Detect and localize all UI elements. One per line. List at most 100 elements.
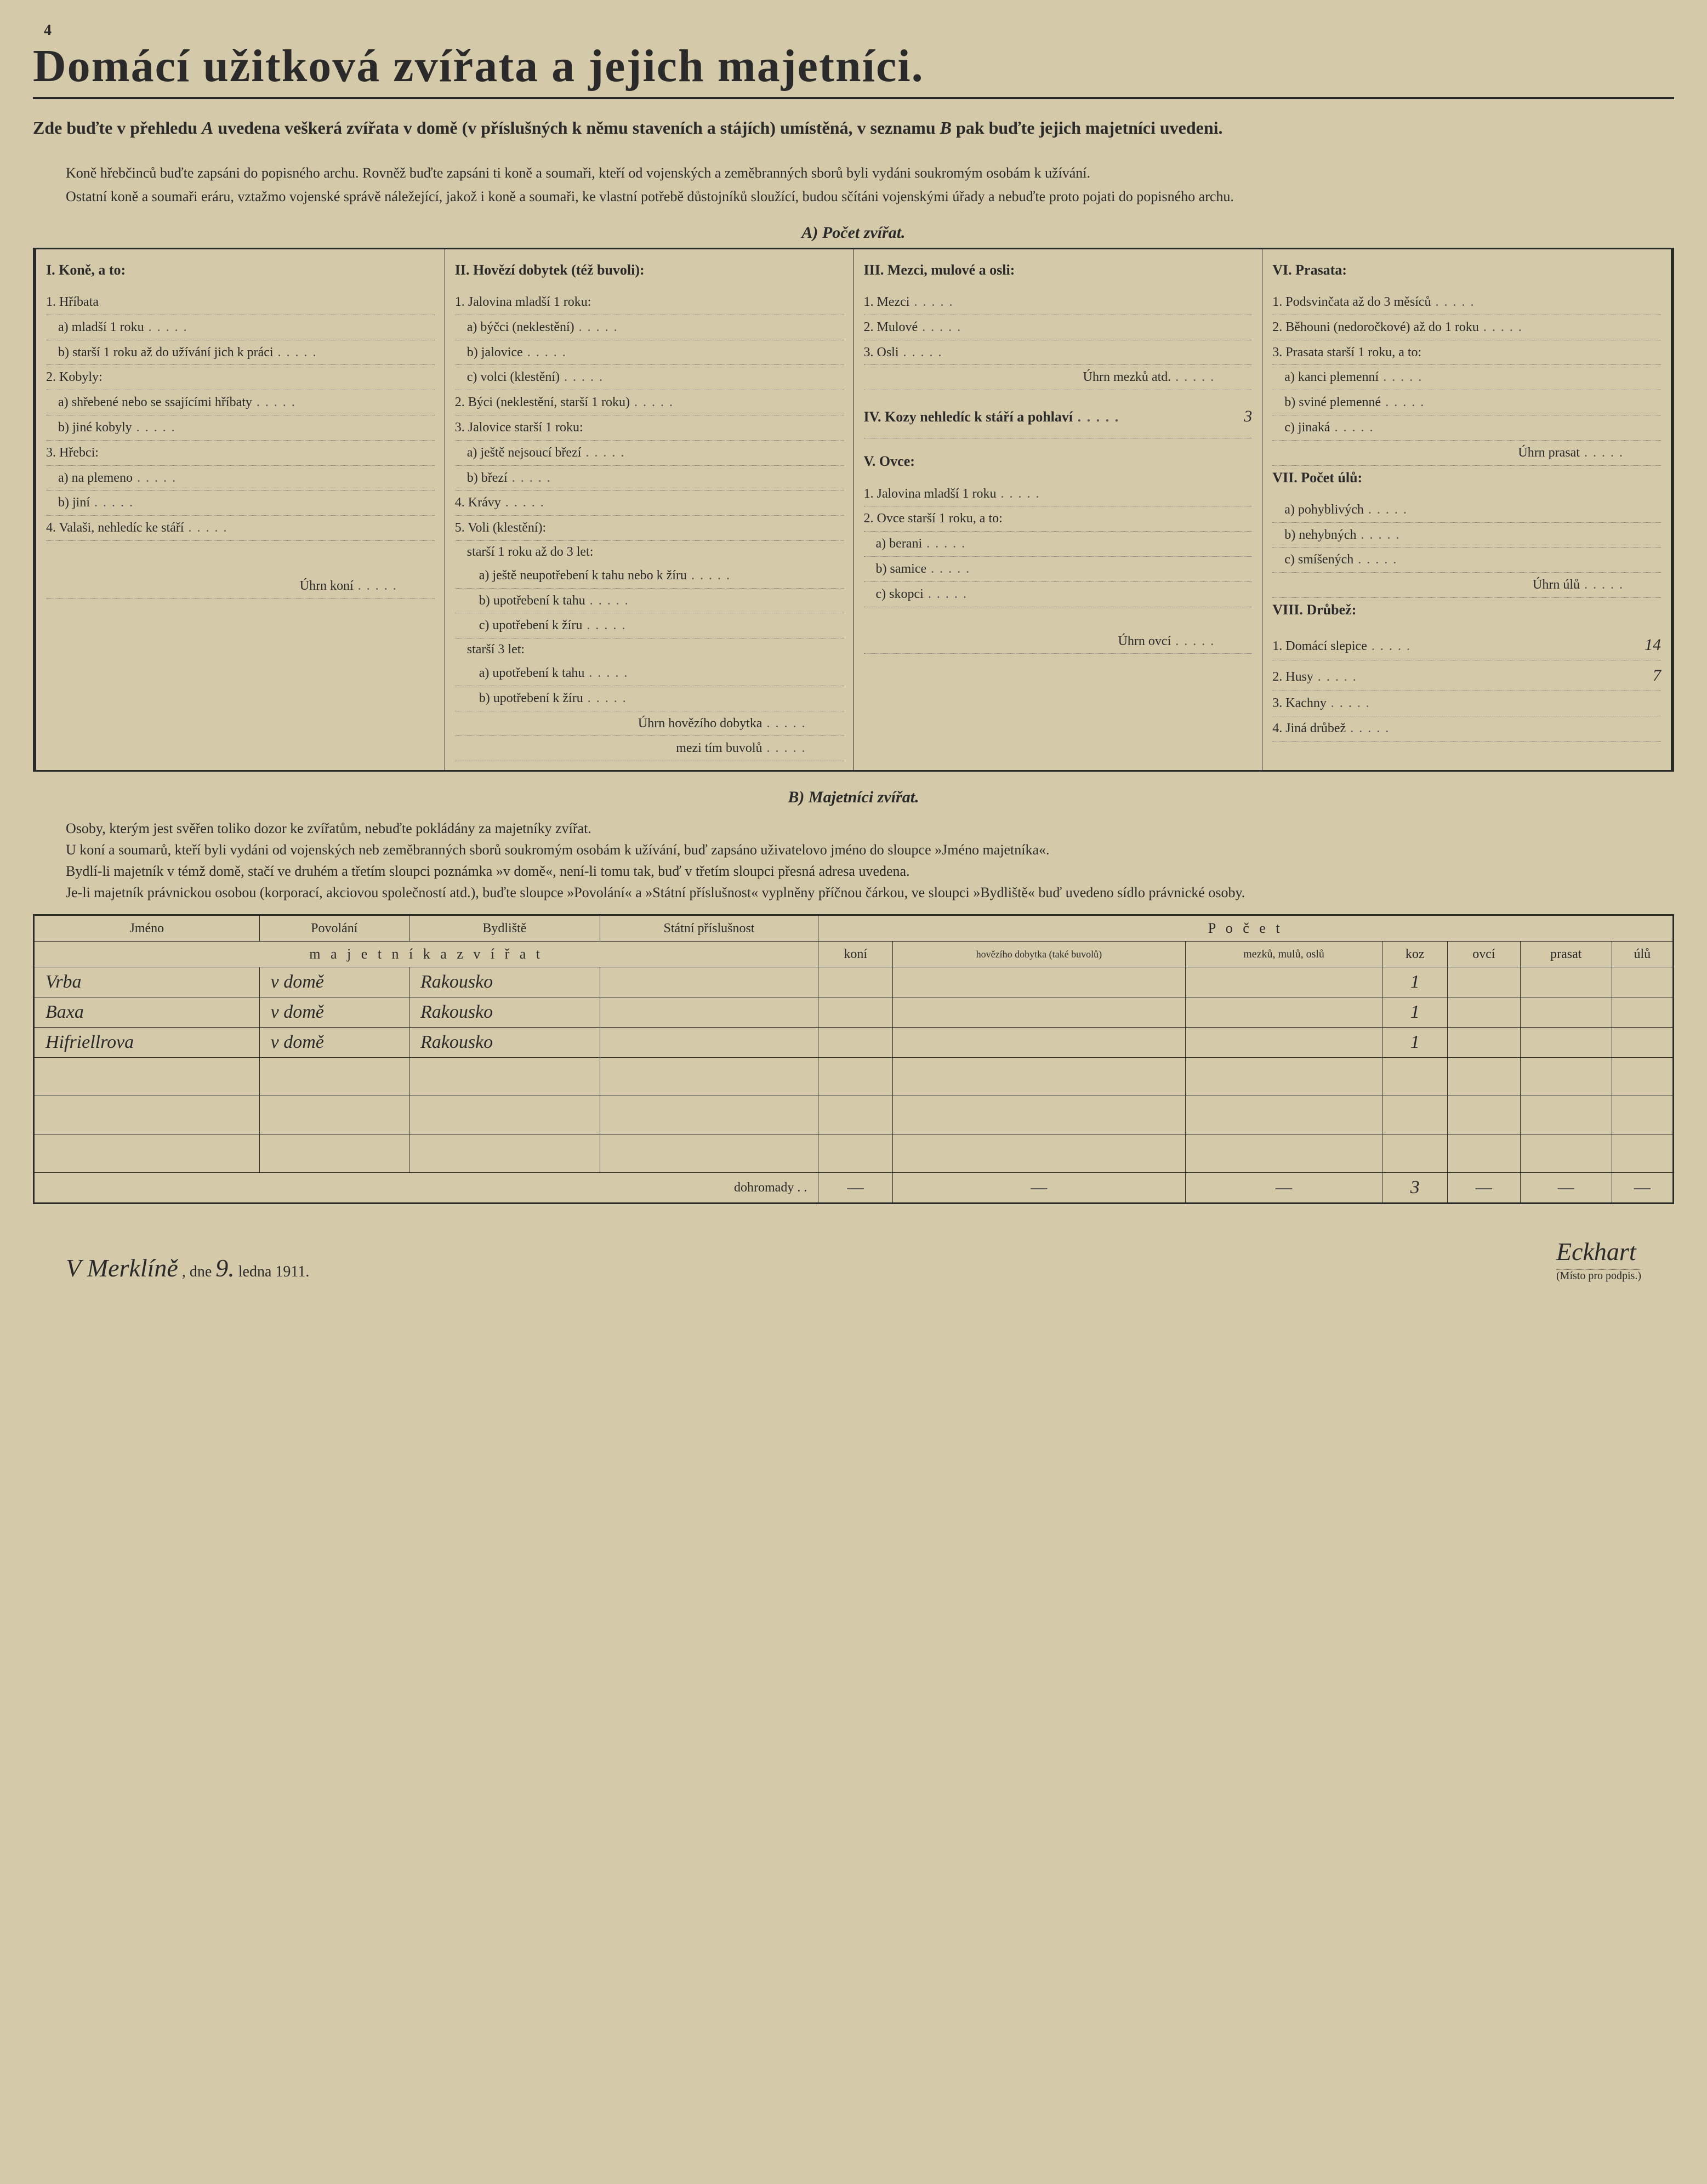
- tb-c-hov: hovězího dobytka (také buvolů): [893, 942, 1186, 967]
- tb-s-ulu: —: [1612, 1173, 1673, 1204]
- c4-vi2: 2. Běhouni (nedoročkové) až do 1 roku: [1272, 316, 1624, 339]
- intro-p1: Koně hřebčinců buďte zapsáni do popisnéh…: [33, 162, 1674, 184]
- c2-i5b: b) upotřebení k tahu: [479, 590, 806, 612]
- col3-header3: III. Mezci, mulové a osli:: [864, 258, 1253, 282]
- footer: V Merklíně , dne 9. ledna 1911. Eckhart …: [33, 1237, 1674, 1282]
- tb-c-prasat: prasat: [1520, 942, 1612, 967]
- c3-i2: 2. Mulové: [864, 316, 1215, 339]
- c4-vi3a: a) kanci plemenní: [1284, 366, 1624, 389]
- c1-i1: 1. Hříbata: [46, 291, 435, 313]
- tb-h-jmeno: Jméno: [34, 915, 260, 942]
- c4-sumVI: Úhrn prasat: [1272, 442, 1624, 464]
- c4-vii-a: a) pohyblivých: [1284, 499, 1624, 521]
- c1-i3a: a) na plemeno: [58, 467, 397, 489]
- c4-viii2v: 7: [1628, 662, 1661, 689]
- tb-r2-jmeno: Hifriellrova: [34, 1028, 260, 1058]
- table-b: Jméno Povolání Bydliště Státní příslušno…: [33, 914, 1674, 1204]
- col2-header: II. Hovězí dobytek (též buvoli):: [455, 258, 844, 282]
- tb-h-povolani: Povolání: [259, 915, 409, 942]
- tb-h-sub: m a j e t n í k a z v í ř a t: [34, 942, 818, 967]
- c2-i5c: c) upotřebení k žíru: [479, 614, 806, 637]
- c1-i3: 3. Hřebci:: [46, 442, 435, 464]
- subtitle-part-b: uvedena veškerá zvířata v domě (v příslu…: [218, 118, 940, 138]
- tb-dohromady: dohromady . .: [34, 1173, 818, 1204]
- c2-i1a: a) býčci (neklestění): [467, 316, 806, 339]
- footer-left: V Merklíně , dne 9. ledna 1911.: [66, 1253, 309, 1282]
- c4-viii4: 4. Jiná drůbež: [1272, 717, 1624, 740]
- col-2: II. Hovězí dobytek (též buvoli): 1. Jalo…: [445, 249, 854, 770]
- sb-p1: Osoby, kterým jest svěřen toliko dozor k…: [33, 818, 1674, 839]
- table-a: I. Koně, a to: 1. Hříbata a) mladší 1 ro…: [33, 248, 1674, 772]
- c2-i2: 2. Býci (neklestění, starší 1 roku): [455, 391, 806, 414]
- c1-i3b: b) jiní: [58, 492, 397, 514]
- col-1: I. Koně, a to: 1. Hříbata a) mladší 1 ro…: [36, 249, 445, 770]
- table-row-sum: dohromady . . — — — 3 — — —: [34, 1173, 1674, 1204]
- tb-c-koni: koní: [818, 942, 893, 967]
- tb-r0-prasat: [1520, 967, 1612, 997]
- subtitle-bold-b: B: [940, 118, 952, 138]
- intro-text: Koně hřebčinců buďte zapsáni do popisnéh…: [33, 162, 1674, 207]
- col3-header5: V. Ovce:: [864, 449, 1253, 474]
- c1-i1b: b) starší 1 roku až do užívání jich k pr…: [58, 341, 397, 364]
- c4-vii-b: b) nehybných: [1284, 524, 1624, 546]
- c3-i3: 3. Osli: [864, 341, 1215, 364]
- c3-v2a: a) berani: [876, 533, 1215, 555]
- tb-h-bydliste: Bydliště: [409, 915, 600, 942]
- c2-i1: 1. Jalovina mladší 1 roku:: [455, 291, 844, 313]
- table-row: [34, 1058, 1674, 1096]
- tb-r0-pov: v domě: [259, 967, 409, 997]
- c4-vii-c: c) smíšených: [1284, 549, 1624, 571]
- c1-sum: Úhrn koní: [46, 575, 397, 597]
- tb-r2-koz: 1: [1382, 1028, 1448, 1058]
- c2-i3: 3. Jalovice starší 1 roku:: [455, 417, 844, 439]
- table-row: Vrba v domě Rakousko 1: [34, 967, 1674, 997]
- col-3: III. Mezci, mulové a osli: 1. Mezci 2. M…: [854, 249, 1263, 770]
- subtitle: Zde buďte v přehledu A uvedena veškerá z…: [33, 116, 1674, 140]
- page-number: 4: [44, 22, 1674, 39]
- tb-s-koni: —: [818, 1173, 893, 1204]
- tb-r0-byd: Rakousko: [409, 967, 600, 997]
- subtitle-part-a: Zde buďte v přehledu: [33, 118, 202, 138]
- tb-s-koz: 3: [1382, 1173, 1448, 1204]
- c4-vi3b: b) sviné plemenné: [1284, 391, 1624, 414]
- tb-h-statni: Státní příslušnost: [600, 915, 818, 942]
- tb-s-prasat: —: [1520, 1173, 1612, 1204]
- table-row: Baxa v domě Rakousko 1: [34, 997, 1674, 1028]
- c2-i5h: starší 1 roku až do 3 let:: [455, 541, 844, 563]
- tb-c-mezku: mezků, mulů, oslů: [1185, 942, 1382, 967]
- col-4: VI. Prasata: 1. Podsvinčata až do 3 měsí…: [1262, 249, 1671, 770]
- c4-vi1: 1. Podsvinčata až do 3 měsíců: [1272, 291, 1624, 313]
- tb-r2-pov: v domě: [259, 1028, 409, 1058]
- tb-r1-byd: Rakousko: [409, 997, 600, 1028]
- section-b-header: B) Majetníci zvířat.: [33, 788, 1674, 807]
- tb-r2-byd: Rakousko: [409, 1028, 600, 1058]
- main-title: Domácí užitková zvířata a jejich majetní…: [33, 39, 1674, 99]
- tb-h-pocet: P o č e t: [818, 915, 1674, 942]
- c3-sumV: Úhrn ovcí: [864, 630, 1215, 653]
- table-row: Hifriellrova v domě Rakousko 1: [34, 1028, 1674, 1058]
- col4-header7: VII. Počet úlů:: [1272, 466, 1661, 490]
- c3-sum3: Úhrn mezků atd.: [864, 366, 1215, 389]
- c2-i4: 4. Krávy: [455, 492, 806, 514]
- tb-c-ovci: ovcí: [1447, 942, 1520, 967]
- table-row: [34, 1134, 1674, 1173]
- tb-c-koz: koz: [1382, 942, 1448, 967]
- c4-vi3c: c) jinaká: [1284, 417, 1624, 439]
- sb-p4: Je-li majetník právnickou osobou (korpor…: [33, 882, 1674, 903]
- c2-i5h2: starší 3 let:: [455, 638, 844, 661]
- c3-i1: 1. Mezci: [864, 291, 1215, 313]
- c4-sumVII: Úhrn úlů: [1272, 574, 1624, 596]
- c2-i5a2: a) upotřebení k tahu: [479, 662, 806, 685]
- section-a-header: A) Počet zvířat.: [33, 224, 1674, 242]
- section-a-title: A) Počet zvířat.: [801, 224, 905, 242]
- tb-s-mez: —: [1185, 1173, 1382, 1204]
- section-b-title: B) Majetníci zvířat.: [788, 788, 919, 806]
- c2-i5a: a) ještě neupotřebení k tahu nebo k žíru: [479, 564, 806, 587]
- c3-v2c: c) skopci: [876, 583, 1215, 606]
- footer-date-rest: ledna 1911.: [238, 1263, 310, 1280]
- c3-v2b: b) samice: [876, 558, 1215, 580]
- c4-viii2: 2. Husy: [1272, 666, 1624, 688]
- c2-i5b2: b) upotřebení k žíru: [479, 687, 806, 710]
- c1-i2b: b) jiné kobyly: [58, 417, 397, 439]
- c3-ivval: 3: [1219, 402, 1252, 430]
